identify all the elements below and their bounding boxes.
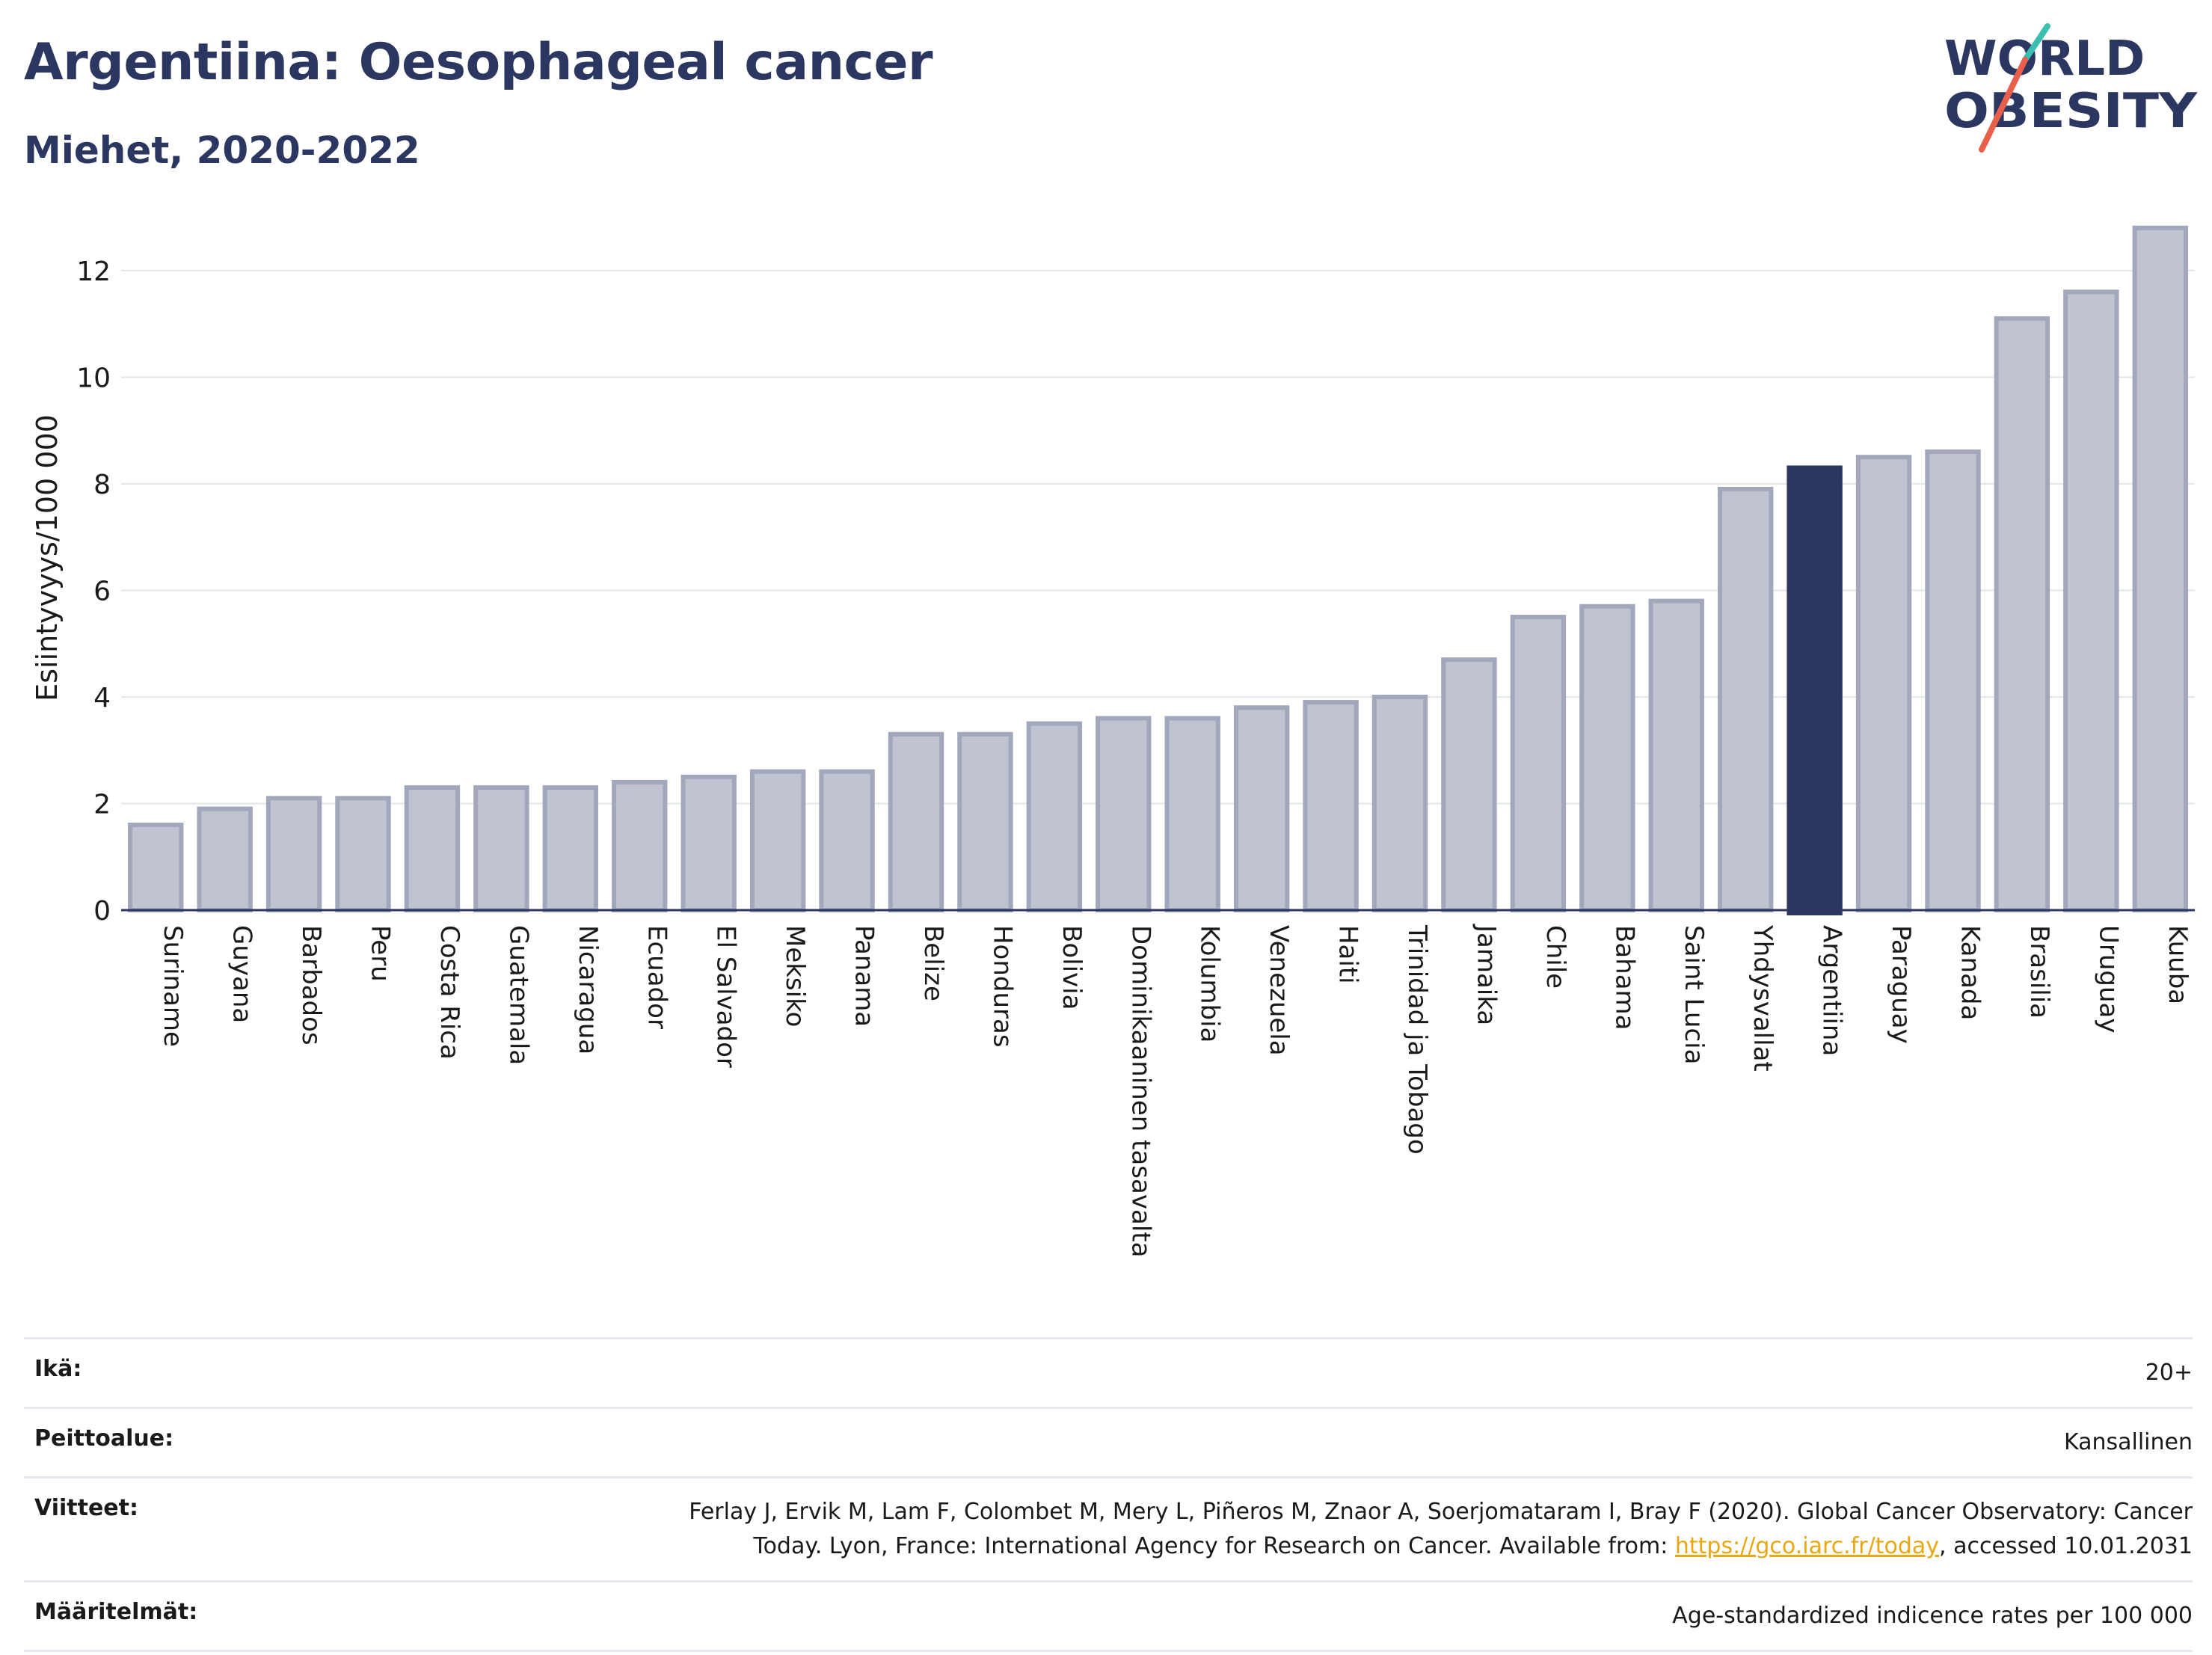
references-value: Ferlay J, Ervik M, Lam F, Colombet M, Me… xyxy=(689,1495,2193,1564)
x-tick-label: Paraguay xyxy=(1886,925,1916,1044)
bar-bolivia xyxy=(1026,721,1083,912)
chart-title: Argentiina: Oesophageal cancer xyxy=(24,33,933,92)
x-tick-label: Belize xyxy=(918,925,948,1001)
y-tick-label: 10 xyxy=(76,363,111,393)
definitions-value: Age-standardized indicence rates per 100… xyxy=(1672,1603,2193,1629)
x-tick-label: Guyana xyxy=(227,925,257,1023)
x-tick-label: Dominikaaninen tasavalta xyxy=(1125,925,1155,1257)
x-tick-label: Kolumbia xyxy=(1195,925,1225,1043)
coverage-label: Peittoalue: xyxy=(34,1425,174,1452)
references-label: Viitteet: xyxy=(34,1495,138,1521)
bar-chile xyxy=(1510,615,1567,912)
x-tick-label: Argentiina xyxy=(1817,925,1847,1056)
x-tick-label: Yhdysvallat xyxy=(1748,924,1778,1072)
bar-el-salvador xyxy=(681,774,737,913)
bar-bahama xyxy=(1579,604,1635,913)
bars xyxy=(128,225,2188,915)
x-tick-label: Barbados xyxy=(296,925,326,1045)
coverage-value: Kansallinen xyxy=(2063,1429,2193,1455)
x-tick-label: Bolivia xyxy=(1057,925,1087,1010)
x-tick-label: Panama xyxy=(850,925,879,1027)
y-tick-label: 8 xyxy=(93,470,111,500)
info-table: Ikä: 20+ Peittoalue: Kansallinen Viittee… xyxy=(24,1337,2193,1652)
x-tick-label: Jamaika xyxy=(1471,924,1501,1025)
logo-word-world: WORLD xyxy=(1944,31,2145,87)
bar-uruguay xyxy=(2063,289,2119,912)
y-tick-label: 2 xyxy=(93,789,111,820)
x-tick-labels: Suriname Guyana Barbados Peru Costa Rica Guat… xyxy=(158,924,2193,1257)
y-tick-label: 4 xyxy=(93,683,111,713)
info-row-definitions: Määritelmät: Age-standardized indicence … xyxy=(24,1580,2193,1652)
x-tick-label: Suriname xyxy=(158,925,188,1047)
bar-peru xyxy=(335,796,391,912)
bar-guatemala xyxy=(473,785,529,912)
x-tick-label: Chile xyxy=(1540,925,1570,989)
info-row-age: Ikä: 20+ xyxy=(24,1337,2193,1407)
bar-chart: 0 2 4 6 8 10 12 Suriname Guyana Barbados Peru Cost… xyxy=(31,225,2195,1257)
bar-kolumbia xyxy=(1164,716,1220,913)
logo-word-obesity: OBESITY xyxy=(1944,84,2198,139)
bar-panama xyxy=(819,769,875,913)
x-tick-label: Kuuba xyxy=(2163,925,2193,1004)
x-tick-label: Meksiko xyxy=(780,925,810,1027)
bar-haiti xyxy=(1303,700,1359,912)
x-tick-label: Venezuela xyxy=(1264,925,1294,1056)
y-tick-label: 0 xyxy=(93,896,111,927)
y-tick-label: 6 xyxy=(93,576,111,607)
bar-argentiina xyxy=(1787,465,1843,915)
age-value: 20+ xyxy=(2145,1360,2193,1386)
logo-slash-teal xyxy=(2022,23,2050,63)
x-tick-label: Kanada xyxy=(1955,925,1985,1020)
age-label: Ikä: xyxy=(34,1356,82,1382)
references-line1: Ferlay J, Ervik M, Lam F, Colombet M, Me… xyxy=(689,1499,2193,1525)
x-tick-label: Guatemala xyxy=(503,925,533,1065)
bar-suriname xyxy=(128,822,184,912)
y-tick-labels: 0 2 4 6 8 10 12 xyxy=(76,257,111,927)
info-row-coverage: Peittoalue: Kansallinen xyxy=(24,1407,2193,1476)
y-tick-label: 12 xyxy=(76,257,111,287)
bar-venezuela xyxy=(1233,705,1290,912)
definitions-label: Määritelmät: xyxy=(34,1599,198,1625)
bar-costa-rica xyxy=(404,785,461,912)
bar-nicaragua xyxy=(542,785,599,912)
x-tick-label: Saint Lucia xyxy=(1679,925,1709,1064)
grid-lines xyxy=(121,269,2195,805)
x-tick-label: Peru xyxy=(366,925,396,982)
x-tick-label: Ecuador xyxy=(642,925,672,1029)
x-tick-label: Brasilia xyxy=(2024,925,2054,1019)
x-tick-label: Uruguay xyxy=(2093,925,2123,1034)
x-tick-label: Trinidad ja Tobago xyxy=(1402,924,1432,1155)
x-tick-label: Bahama xyxy=(1609,925,1639,1031)
x-tick-label: Haiti xyxy=(1333,925,1363,984)
bar-jamaika xyxy=(1441,657,1497,912)
world-obesity-logo: WORLD OBESITY xyxy=(1944,23,2198,153)
bar-belize xyxy=(888,731,944,912)
bar-kuuba xyxy=(2132,225,2188,913)
bar-dominikaaninen-tasavalta xyxy=(1096,716,1152,913)
y-axis-title: Esiintyvyys/100 000 xyxy=(31,414,64,701)
x-tick-label: Costa Rica xyxy=(434,925,464,1060)
logo-slash-coral xyxy=(1979,57,2028,153)
bar-guyana xyxy=(197,806,253,913)
bar-brasilia xyxy=(1994,316,2050,912)
x-tick-label: El Salvador xyxy=(711,925,741,1068)
bar-yhdysvallat xyxy=(1717,486,1774,912)
bar-honduras xyxy=(957,731,1013,912)
bar-saint-lucia xyxy=(1648,598,1704,912)
bar-ecuador xyxy=(612,779,668,912)
bar-meksiko xyxy=(749,769,806,913)
bar-kanada xyxy=(1925,449,1981,912)
bar-paraguay xyxy=(1855,455,1912,912)
x-tick-label: Nicaragua xyxy=(573,925,603,1054)
bar-trinidad-ja-tobago xyxy=(1371,694,1428,912)
bar-barbados xyxy=(265,796,322,912)
references-link[interactable]: https://gco.iarc.fr/today xyxy=(1674,1533,1940,1559)
chart-subtitle: Miehet, 2020-2022 xyxy=(24,129,420,172)
references-line2-start: Today. Lyon, France: International Agenc… xyxy=(753,1533,1675,1559)
info-row-references: Viitteet: Ferlay J, Ervik M, Lam F, Colo… xyxy=(24,1476,2193,1580)
references-line2-end: , accessed 10.01.2031 xyxy=(1939,1533,2193,1559)
x-tick-label: Honduras xyxy=(987,925,1017,1048)
